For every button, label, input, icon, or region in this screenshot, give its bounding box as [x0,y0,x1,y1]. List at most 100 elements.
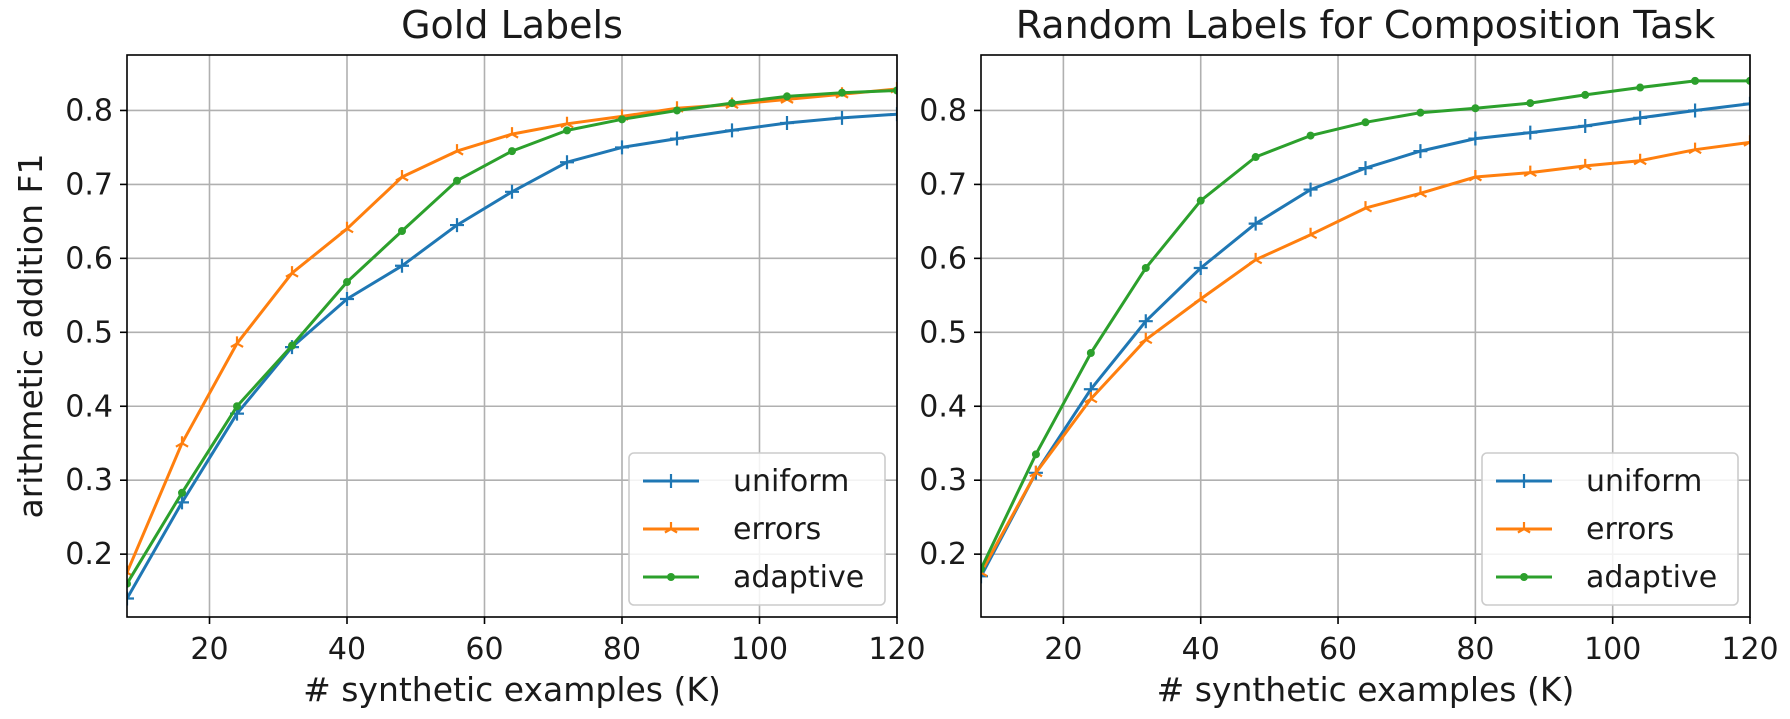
legend-label-uniform: uniform [1586,464,1702,499]
data-point-uniform [1523,125,1538,140]
data-point-adaptive [1746,76,1750,85]
data-point-adaptive [1361,118,1370,127]
y-tick-label: 0.8 [65,93,113,128]
data-point-adaptive [728,99,736,108]
plot-frame [980,54,1751,618]
data-point-errors [395,170,409,182]
series-group [127,82,897,606]
y-tick-label: 0.3 [65,463,113,498]
data-point-adaptive [508,147,516,156]
data-point-uniform [1413,144,1428,159]
data-point-errors [1139,332,1153,345]
legend-marker-adaptive [667,573,675,581]
legend: uniform errors adaptive [628,452,886,606]
data-point-adaptive [453,176,461,185]
data-point-adaptive [981,564,985,573]
data-point-adaptive [1526,99,1535,108]
data-point-adaptive [563,126,571,135]
y-tick-label: 0.8 [919,93,967,128]
y-tick-label: 0.6 [919,241,967,276]
data-point-errors [1688,142,1702,155]
data-point-errors [1194,292,1208,304]
x-tick-label: 60 [1319,632,1357,667]
data-point-uniform [1193,260,1208,275]
legend-label-adaptive: adaptive [1586,560,1717,595]
data-point-uniform [505,184,519,199]
x-axis-label: # synthetic examples (K) [303,670,721,709]
data-point-errors [230,336,244,348]
data-point-adaptive [1416,108,1425,117]
data-point-adaptive [398,226,406,235]
x-tick-label: 80 [1456,632,1494,667]
data-point-uniform [1303,182,1318,197]
data-point-adaptive [1086,349,1095,358]
y-tick-label: 0.4 [65,389,113,424]
data-point-errors [560,116,574,129]
data-point-adaptive [1306,131,1315,140]
data-point-adaptive [1471,104,1480,113]
x-tick-label: 20 [1044,632,1082,667]
data-point-uniform [1138,314,1153,329]
data-point-uniform [1358,161,1373,176]
data-point-uniform [1248,216,1263,231]
x-tick-label: 100 [1584,632,1641,667]
x-tick-label: 40 [328,632,366,667]
x-tick-label: 120 [1721,632,1778,667]
legend-marker-uniform [664,474,678,488]
data-point-errors [340,221,354,234]
series-group [981,76,1750,584]
data-point-uniform [1688,103,1703,118]
legend: uniform errors adaptive [1481,452,1739,606]
data-point-errors [450,144,464,156]
data-point-errors [505,127,519,139]
legend-marker-errors [664,522,678,534]
x-tick-label: 20 [190,632,228,667]
data-point-adaptive [127,579,131,588]
legend-label-errors: errors [733,512,821,547]
legend-box [628,452,886,606]
chart-title: Random Labels for Composition Task [1016,3,1716,47]
data-point-adaptive [1196,196,1205,205]
x-tick-label: 120 [868,632,925,667]
data-point-adaptive [1031,450,1040,459]
data-point-adaptive [288,341,296,350]
data-point-uniform [1578,118,1593,133]
data-point-errors [1358,201,1373,213]
chart-panel-1: 20 40 60 80 100 120 0.2 0.3 0.4 0.5 0.6 0.7 0.8 Gold … [11,3,926,709]
y-tick-label: 0.2 [919,537,967,572]
legend-box [1481,452,1739,606]
y-tick-label: 0.6 [65,241,113,276]
data-point-errors [1633,153,1647,166]
y-axis-label: arithmetic addition F1 [11,154,50,519]
data-point-errors [175,436,189,448]
data-point-errors [981,565,988,578]
x-tick-label: 80 [603,632,641,667]
data-point-uniform [780,116,794,131]
data-point-uniform [1743,96,1750,111]
data-point-uniform [395,258,409,273]
legend-marker-adaptive [1520,573,1528,581]
y-tick-label: 0.7 [65,167,113,202]
data-point-adaptive [783,92,791,101]
data-point-adaptive [618,115,626,124]
data-point-adaptive [178,488,186,497]
data-point-uniform [725,123,739,138]
data-point-adaptive [1141,263,1150,272]
y-tick-label: 0.4 [919,389,967,424]
legend-marker-uniform [1517,474,1531,488]
y-tick-label: 0.3 [919,463,967,498]
y-tick-label: 0.2 [65,537,113,572]
data-point-uniform [560,155,574,170]
data-point-errors [1084,391,1098,404]
data-point-errors [1413,186,1428,198]
data-point-uniform [1468,131,1483,146]
data-point-errors [1468,170,1482,182]
x-axis-label: # synthetic examples (K) [1157,670,1575,709]
data-point-uniform [835,110,849,125]
legend-marker-errors [1517,522,1531,534]
data-point-adaptive [1581,90,1590,99]
x-tick-label: 60 [465,632,503,667]
data-point-uniform [615,140,629,155]
